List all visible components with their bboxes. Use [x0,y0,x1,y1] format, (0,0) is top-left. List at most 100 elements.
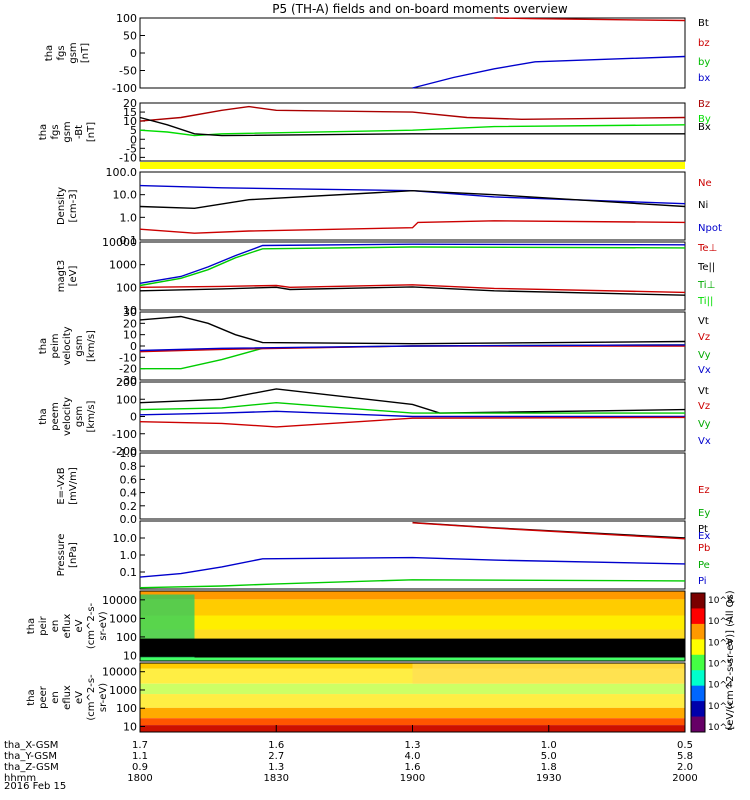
y-axis-label: [nT] [80,43,91,63]
y-axis-label: tha [38,124,49,140]
legend-vz: Vz [698,401,710,412]
spectrogram-band [140,718,685,726]
y-tick-label: 100 [116,12,137,25]
y-tick-label: 0 [130,47,137,60]
ephemeris-value: 1830 [264,773,289,784]
series-bz-line [139,105,686,122]
y-tick-label: 0.4 [120,487,138,500]
y-tick-label: 1.0 [120,447,138,460]
colorbar-segment [691,685,705,702]
ephemeris-value: 4.0 [405,751,421,762]
ephemeris-value: 2.0 [677,762,693,773]
series-ne-line [139,220,686,234]
spectrogram-band [140,599,685,616]
legend-te: Te⊥ [697,243,717,254]
ephemeris-value: 1.3 [405,740,421,751]
ephemeris-value: 1.6 [268,740,284,751]
y-axis-label: gsm [68,42,79,63]
panel-4: 10000 1000 100 10 magt3 [eV] Te⊥ Te|| Ti⊥ Ti|| [56,236,717,317]
ephemeris-value: 5.8 [677,751,693,762]
y-tick-label: 20 [123,317,137,330]
colorbar-segment [691,654,705,671]
colorbar-segment [691,593,705,609]
y-tick-label: 10.0 [113,189,138,202]
y-tick-label: 0.8 [120,460,138,473]
panel-8: 10.0 1.0 0.1 Pressure [nPa] Pt Pb Pe Pi [56,520,710,590]
y-tick-label: -200 [112,445,137,458]
ephemeris-row-label: hhmm [4,773,36,784]
y-axis-label: peim [50,333,61,358]
legend-bx: bx [698,73,710,84]
ephemeris-value: 0.9 [132,762,148,773]
y-axis-label: [nPa] [68,542,79,568]
ephemeris-value: 0.5 [677,740,693,751]
panel-6: 200 100 0 -100 -200 tha peem velocity gsm [km/s] V… [38,376,711,458]
spectrogram-band [140,657,685,661]
colorbar-tick-label: 10^4 [708,681,733,691]
panel-10: 10000 1000 100 10 tha peer en eflux eV (cm^2-s-sr… [26,662,686,734]
ephemeris-table: tha_X-GSM 1.7 1.6 1.3 1.0 0.5 tha_Y-GSM 1.1 2.7 4… [4,740,698,792]
series-ti-line [139,246,686,287]
y-tick-label: 100.0 [106,166,138,179]
y-tick-label: 1.0 [120,211,138,224]
legend-bz: Bz [698,99,710,110]
y-axis-label: fgs [50,124,61,139]
y-axis-label: tha [38,338,49,354]
y-axis-label: Pressure [56,534,67,577]
ephemeris-value: 1.6 [405,762,421,773]
y-tick-label: -5 [126,142,137,155]
date-label: 2016 Feb 15 [4,781,66,792]
panel-frame [139,452,686,520]
y-tick-label: 10 [123,721,137,734]
y-axis-label: eV [74,691,85,704]
y-tick-label: 0.1 [120,566,138,579]
y-tick-label: 1000 [109,612,137,625]
series-vy-line [139,401,685,414]
y-tick-label: 10000 [102,666,137,679]
panel-3: 100.0 10.0 1.0 0.1 Density [cm-3] Ne Ni Npot [56,166,722,247]
y-tick-label: 100 [116,393,137,406]
y-axis-label: sr-eV) [98,611,109,640]
y-axis-label: [km/s] [86,330,97,362]
ephemeris-value: 1.8 [541,762,557,773]
colorbar: 10^8 10^7 10^6 10^5 10^4 10^3 10^2[eV/(cm^2-s-… [690,590,736,733]
separator-bar [140,162,685,169]
spectrogram-band [140,629,685,640]
y-axis-label: -Bt [74,125,85,139]
colorbar-tick-label: 10^7 [708,617,733,627]
y-tick-label: 10 [123,329,137,342]
y-tick-label: 15 [123,106,137,119]
y-axis-label: velocity [62,397,73,436]
legend-by: By [698,114,711,125]
legend-vt: Vt [698,316,709,327]
y-tick-label: 10000 [102,236,137,249]
y-axis-label: fgs [56,45,67,60]
spectrogram-region [140,638,685,657]
series-ni-line [139,189,686,210]
y-tick-label: -50 [119,65,137,78]
y-tick-label: 10 [123,649,137,662]
colorbar-tick-label: 10^8 [708,596,733,606]
legend-ti: Ti⊥ [697,280,715,291]
y-tick-label: 30 [123,306,137,319]
ephemeris-value: 1.1 [132,751,148,762]
y-tick-label: 10 [123,304,137,317]
legend-ez: Ez [698,485,710,496]
ephemeris-row-label: tha_Y-GSM [4,751,57,762]
colorbar-frame [690,592,706,733]
legend-te: Te|| [697,262,715,273]
y-tick-label: 0 [130,411,137,424]
y-tick-label: 100 [116,631,137,644]
ephemeris-value: 2000 [672,773,697,784]
ephemeris-row-label: tha_Z-GSM [4,762,59,773]
y-axis-label: eflux [62,614,73,639]
legend-ex: Ex [698,531,710,542]
colorbar-segment [691,623,705,640]
ephemeris-value: 1800 [127,773,152,784]
y-axis-label: eflux [62,685,73,710]
spectrogram-region [412,663,685,684]
y-axis-label: peem [50,402,61,430]
figure-title: P5 (TH-A) fields and on-board moments ov… [272,2,568,16]
panel-frame [139,17,686,89]
